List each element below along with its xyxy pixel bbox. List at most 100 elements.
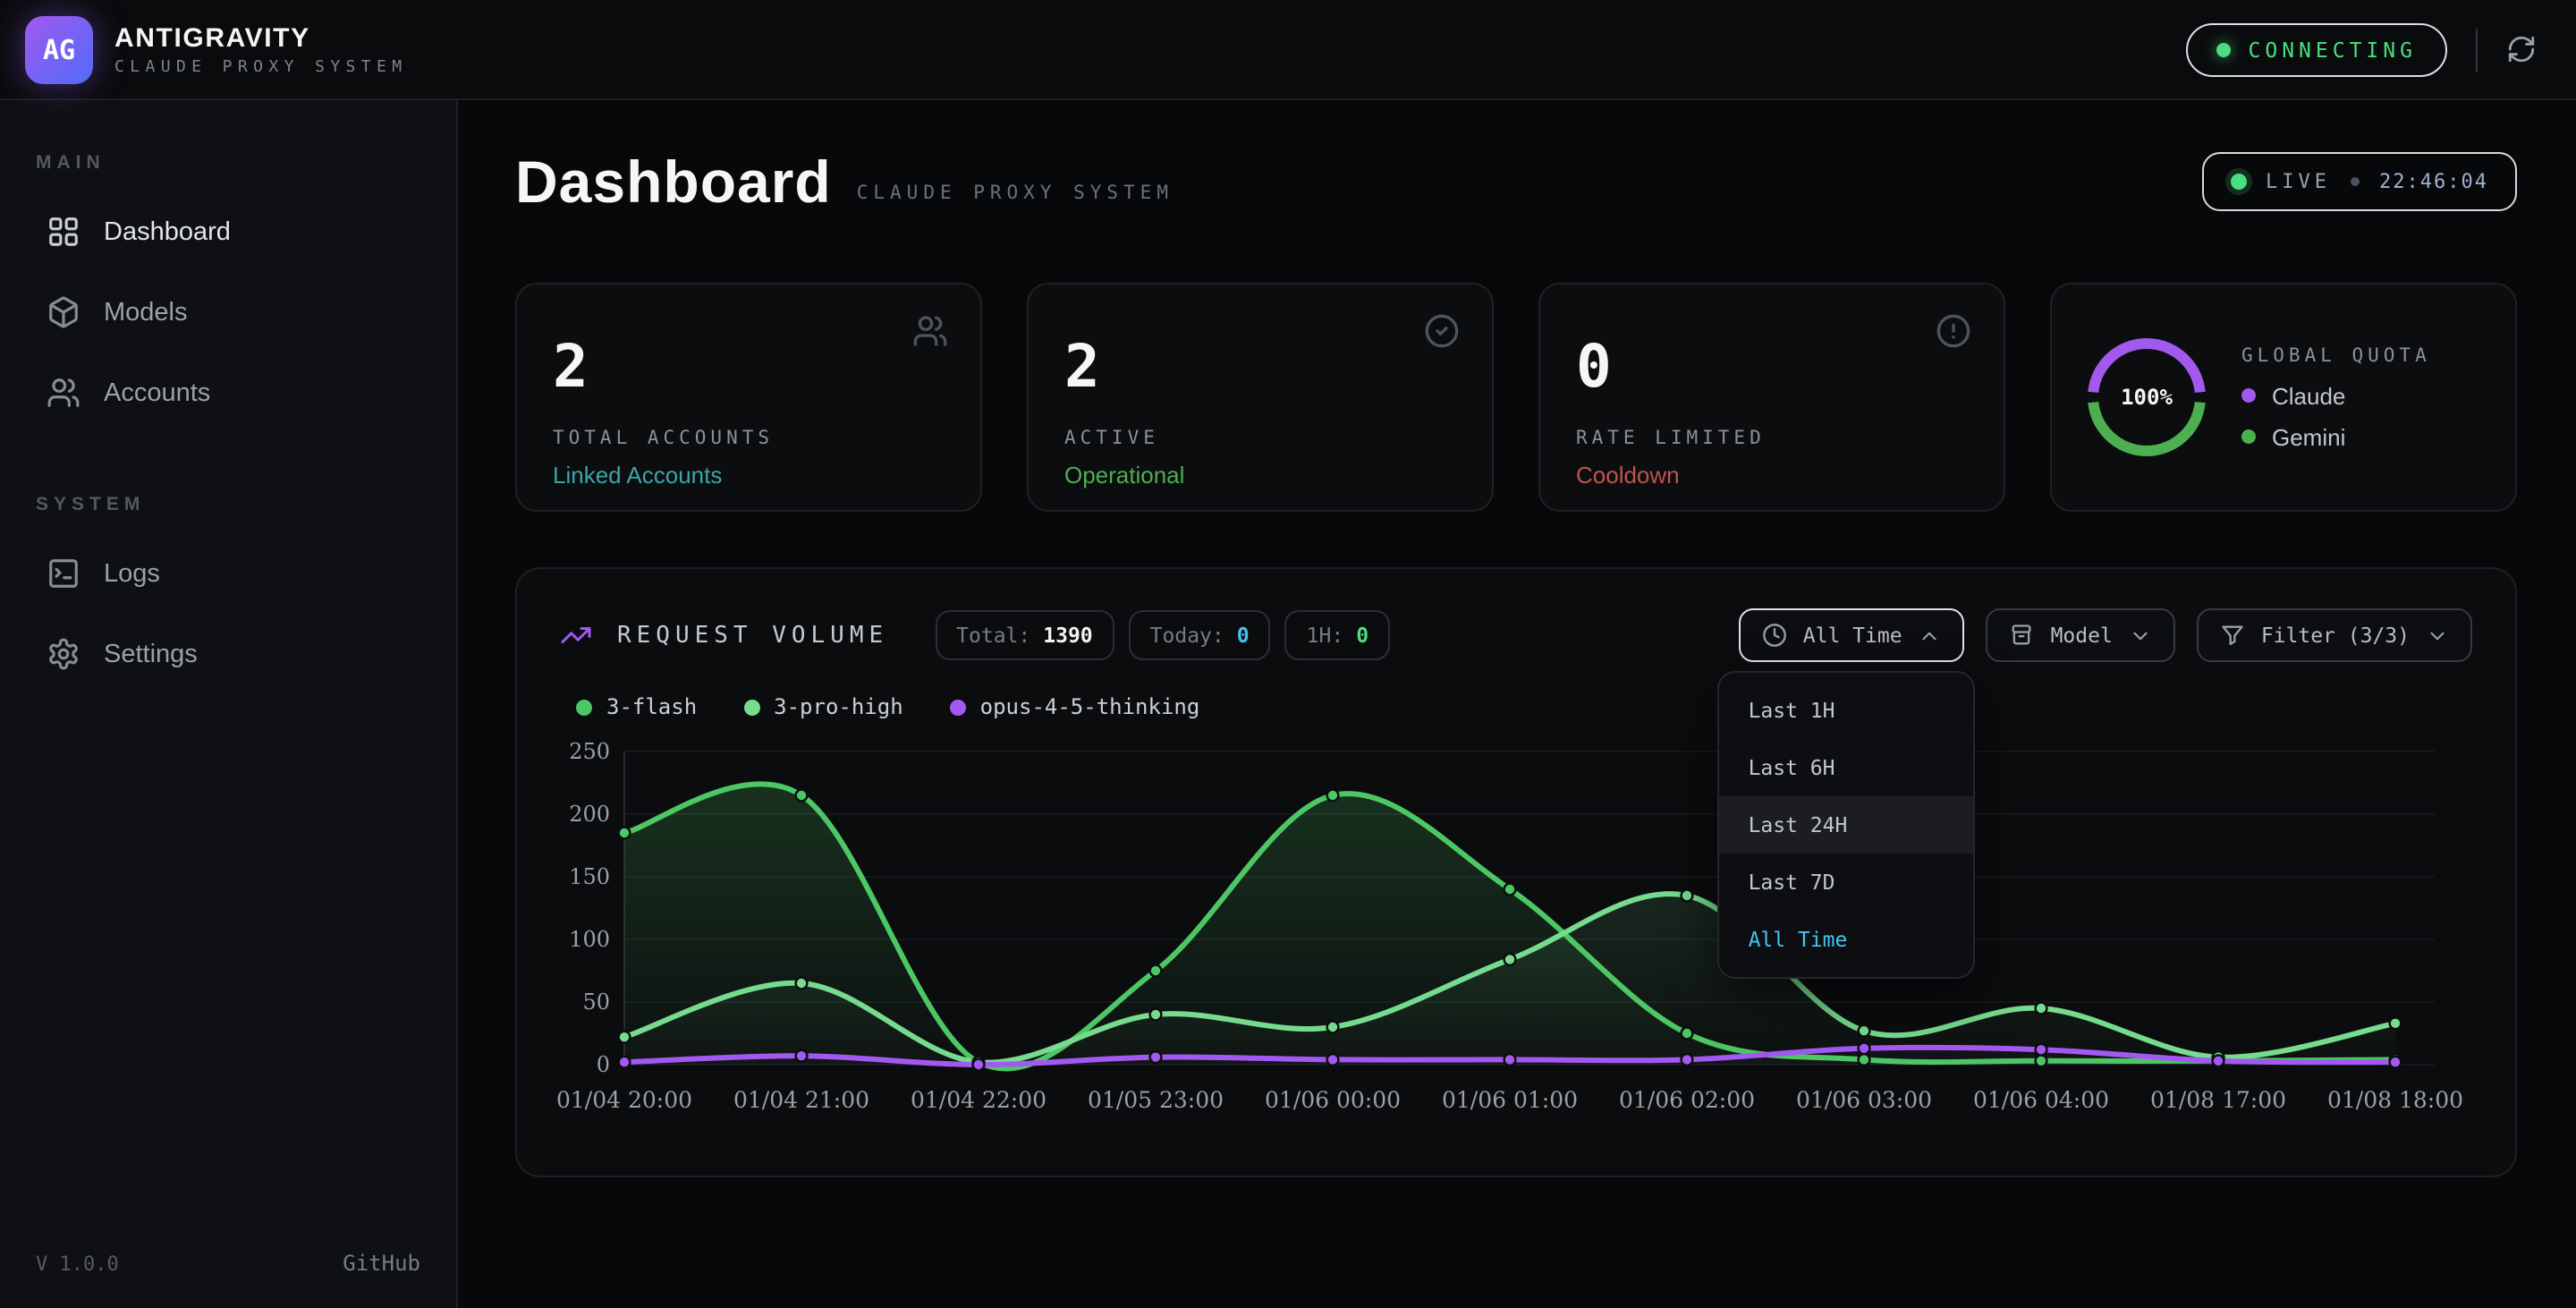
request-volume-panel: REQUEST VOLUME Total: 1390 Today: 0 1H: 0 All…: [515, 567, 2517, 1177]
data-point: [617, 1055, 631, 1069]
legend-dot-icon: [2241, 388, 2256, 403]
data-point: [2034, 1001, 2048, 1015]
stat-value: 2: [553, 331, 589, 401]
gear-icon: [49, 638, 78, 670]
dashboard-grid-icon: [49, 217, 78, 246]
sidebar-item-label: Models: [104, 298, 188, 327]
data-point: [794, 788, 809, 803]
model-dropdown-button[interactable]: Model: [1986, 608, 2175, 662]
sidebar-item-accounts[interactable]: Accounts: [29, 360, 428, 426]
users-icon: [47, 378, 80, 407]
menu-item-last-24h[interactable]: Last 24H: [1719, 796, 1974, 854]
request-volume-chart-svg: 0 50 100 150 200 250 01/04 20:00 01/04 21:00 01/…: [556, 739, 2463, 1113]
terminal-icon: [49, 559, 78, 588]
menu-item-last-1h[interactable]: Last 1H: [1748, 698, 1835, 723]
x-axis-tick: 01/08 17:00: [2150, 1087, 2286, 1113]
chart-legend-label: 3-pro-high: [774, 694, 903, 719]
quota-label: GLOBAL QUOTA: [2241, 344, 2431, 366]
chart-title-group: REQUEST VOLUME Total: 1390 Today: 0 1H: 0: [560, 610, 1391, 660]
page-title: Dashboard: [515, 149, 832, 215]
chart-legend-item: 3-flash: [576, 694, 697, 719]
stat-label: TOTAL ACCOUNTS: [553, 428, 775, 449]
sidebar-item-models[interactable]: Models: [29, 279, 428, 345]
chart-stat-badge: 1H: 0: [1284, 610, 1391, 660]
live-clock: 22:46:04: [2379, 170, 2488, 193]
data-point: [1148, 1007, 1163, 1022]
sidebar-item-settings[interactable]: Settings: [29, 621, 428, 687]
quota-details: GLOBAL QUOTA Claude Gemini: [2241, 344, 2431, 450]
quota-legend-item: Claude: [2241, 382, 2431, 409]
connection-status-badge: CONNECTING: [2185, 22, 2447, 76]
filter-3-3--dropdown-button[interactable]: Filter (3/3): [2196, 608, 2472, 662]
stat-card-active: 2 ACTIVE Operational: [1027, 283, 1494, 512]
data-point: [1503, 882, 1517, 896]
quota-donut-chart: 100%: [2088, 338, 2206, 456]
x-axis-tick: 01/04 20:00: [556, 1087, 692, 1113]
data-point: [1503, 952, 1517, 967]
stat-label: ACTIVE: [1064, 428, 1159, 449]
sidebar-section-gap: [29, 440, 428, 487]
menu-item-last-6h[interactable]: Last 6H: [1748, 755, 1835, 780]
status-dot-icon: [2216, 42, 2231, 56]
chart-panel-header: REQUEST VOLUME Total: 1390 Today: 0 1H: 0 All…: [560, 608, 2472, 979]
stat-card-rate-limited: 0 RATE LIMITED Cooldown: [1538, 283, 2005, 512]
main-content: Dashboard CLAUDE PROXY SYSTEM LIVE 22:46…: [456, 98, 2576, 1308]
stat-value: 2: [1064, 331, 1100, 401]
sidebar-section-label: MAIN: [36, 152, 106, 174]
control-button-label: Model: [2050, 623, 2113, 648]
y-axis-tick: 0: [597, 1052, 610, 1077]
stat-badge-label: 1H:: [1306, 623, 1344, 648]
data-point: [1326, 1052, 1340, 1067]
data-point: [794, 1049, 809, 1063]
sidebar-item-dashboard[interactable]: Dashboard: [29, 199, 428, 265]
all-time-dropdown-button[interactable]: All Time: [1738, 608, 1965, 662]
cube-icon: [49, 296, 78, 328]
menu-item-last-7d[interactable]: Last 7D: [1748, 870, 1835, 895]
x-axis-tick: 01/06 02:00: [1619, 1087, 1755, 1113]
sidebar-section-label: SYSTEM: [36, 494, 146, 515]
x-axis-tick: 01/06 00:00: [1265, 1087, 1401, 1113]
data-point: [971, 1057, 986, 1072]
data-point: [1857, 1041, 1871, 1056]
refresh-button[interactable]: [2506, 34, 2537, 64]
users-icon: [913, 316, 947, 346]
chart-legend-item: opus-4-5-thinking: [949, 694, 1200, 719]
data-point: [1503, 1052, 1517, 1067]
page-header: Dashboard CLAUDE PROXY SYSTEM LIVE 22:46…: [515, 152, 2517, 211]
sidebar-nav: MAIN Dashboard Models Accounts SYSTEM Logs Set…: [0, 98, 456, 1251]
trending-up-icon: [561, 627, 591, 643]
app-version: V 1.0.0: [36, 1252, 119, 1275]
legend-dot-icon: [2241, 429, 2256, 444]
menu-item-all-time[interactable]: All Time: [1748, 927, 1848, 952]
y-axis-tick: 250: [569, 739, 610, 764]
trending-up-icon: [560, 619, 592, 651]
live-status-badge: LIVE 22:46:04: [2201, 152, 2517, 211]
data-point: [1680, 1026, 1694, 1040]
chart-legend-label: opus-4-5-thinking: [979, 694, 1200, 719]
legend-dot-icon: [949, 699, 966, 715]
quota-legend-label: Gemini: [2272, 423, 2346, 450]
topbar-divider: [2476, 28, 2478, 71]
stat-badge-label: Total:: [956, 623, 1031, 648]
refresh-icon: [2508, 36, 2535, 63]
x-axis-tick: 01/06 03:00: [1796, 1087, 1932, 1113]
live-label: LIVE: [2266, 170, 2332, 193]
data-point: [2034, 1042, 2048, 1057]
legend-dot-icon: [576, 699, 592, 715]
x-axis-tick: 01/04 22:00: [911, 1087, 1046, 1113]
chart-controls: All Time Last 1H Last 6H Last 24H Last 7D All…: [1717, 608, 2472, 979]
chart-stat-badge: Total: 1390: [935, 610, 1114, 660]
sidebar-item-logs[interactable]: Logs: [29, 540, 428, 607]
chart-stat-badge: Today: 0: [1128, 610, 1271, 660]
stat-sub-label: Operational: [1064, 462, 1185, 488]
chart-legend-item: 3-pro-high: [743, 694, 903, 719]
control-button-label: Filter (3/3): [2260, 623, 2410, 648]
github-link[interactable]: GitHub: [343, 1251, 420, 1276]
y-axis-tick: 50: [582, 989, 610, 1015]
sidebar: MAIN Dashboard Models Accounts SYSTEM Logs Set…: [0, 98, 458, 1308]
quota-percent: 100%: [2098, 349, 2195, 446]
data-point: [1148, 964, 1163, 978]
sidebar-item-label: Dashboard: [104, 217, 231, 246]
data-point: [617, 1030, 631, 1044]
